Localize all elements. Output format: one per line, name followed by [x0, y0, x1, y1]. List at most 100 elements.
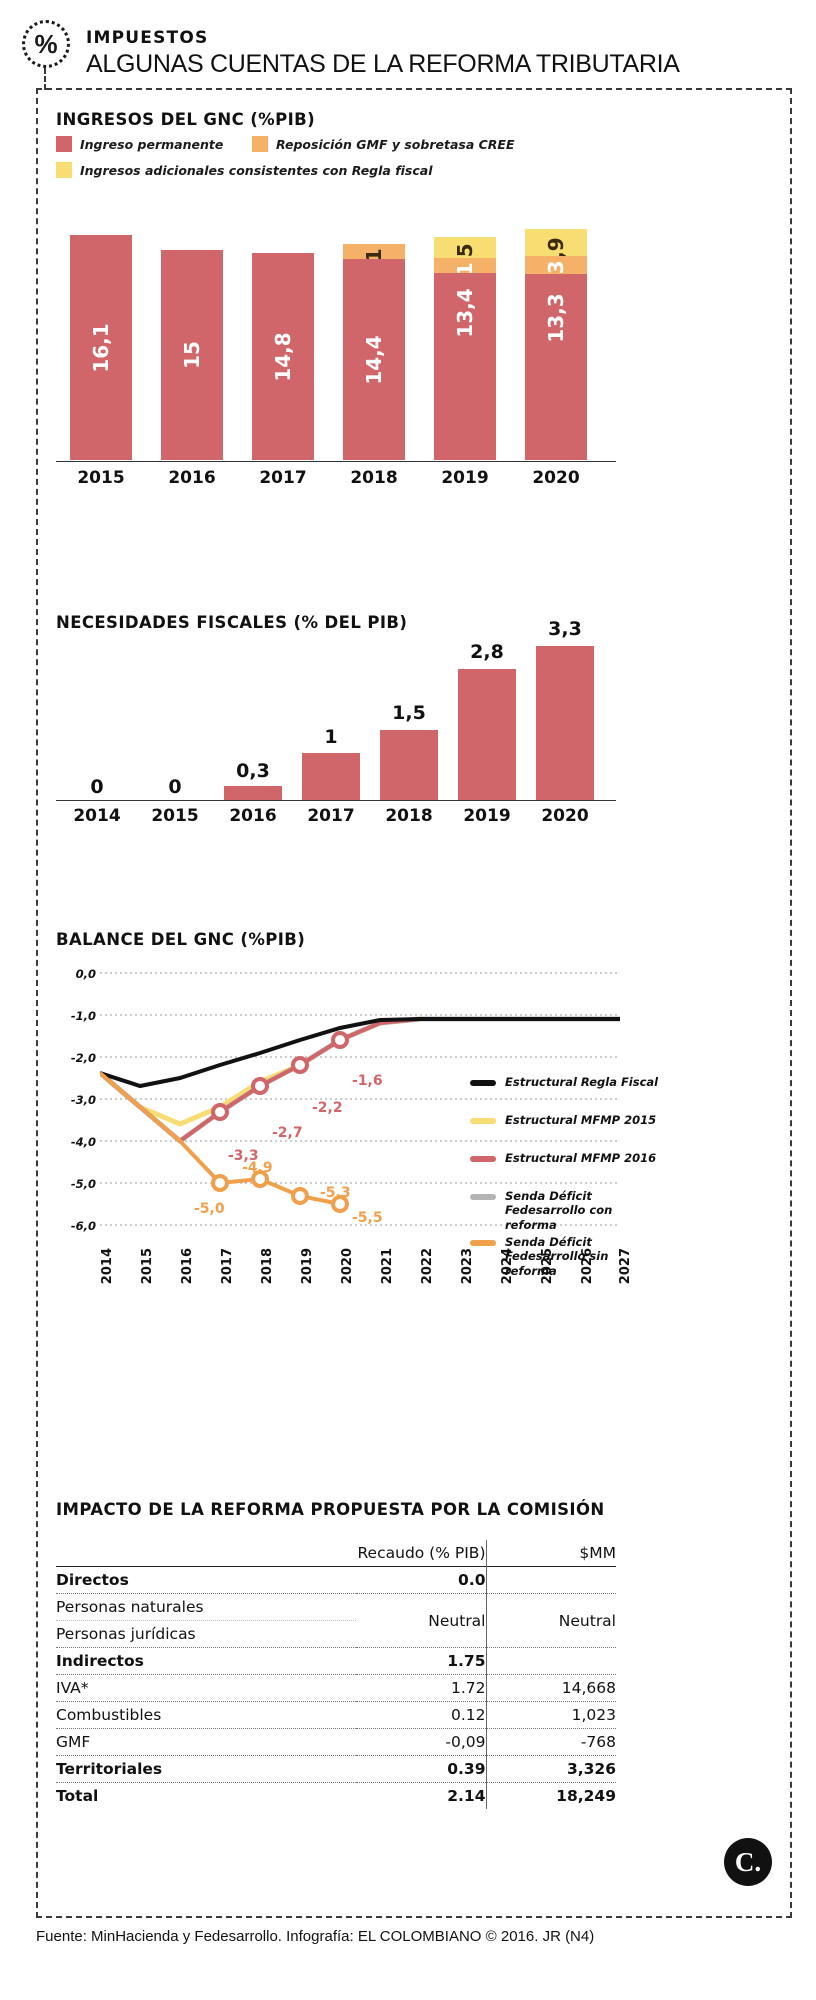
point-label-22: -2,2	[312, 1100, 343, 1116]
page-title: ALGUNAS CUENTAS DE LA REFORMA TRIBUTARIA	[86, 50, 680, 78]
x-label-2020: 2020	[532, 468, 580, 488]
table-title: IMPACTO DE LA REFORMA PROPUESTA POR LA C…	[56, 1500, 605, 1519]
series-line-regla-fiscal	[100, 1017, 620, 1089]
bar-rect	[380, 730, 438, 800]
line-chart-plot	[100, 972, 620, 1226]
x-label-2018: 2018	[350, 468, 398, 488]
bar-value-label: 3,3	[548, 618, 582, 640]
bar-value-label: 0	[90, 776, 104, 798]
bar-segment-permanente: 15	[161, 250, 223, 460]
bar-value-label: 0,3	[236, 760, 270, 782]
legend-label: Ingresos adicionales consistentes con Re…	[80, 162, 433, 178]
bar-value-label: 15	[180, 341, 204, 369]
table-row: GMF -0,09 -768	[56, 1728, 616, 1756]
cell-row-name: Combustibles	[56, 1701, 356, 1729]
bar-group-2020: 3,3	[536, 618, 594, 800]
table-row: Personas jurídicas	[56, 1620, 616, 1648]
cell-row-pib: 1.72	[356, 1674, 487, 1702]
x-label-2015: 2015	[151, 806, 199, 826]
header: % IMPUESTOS ALGUNAS CUENTAS DE LA REFORM…	[0, 0, 816, 88]
cell-row-mm: 18,249	[486, 1782, 616, 1809]
cell-row-mm: 14,668	[486, 1674, 616, 1702]
chart2-title: NECESIDADES FISCALES (% DEL PIB)	[56, 613, 408, 632]
x-label-2016: 2016	[229, 806, 277, 826]
bar-rect	[536, 646, 594, 800]
stacked-bar-chart: 16,1 15 14,8 1,1 14,4 1,5	[56, 210, 616, 460]
bar-group-2016: 0,3	[224, 760, 282, 800]
y-tick-5: -5,0	[70, 1177, 96, 1191]
x-label-2020: 2020	[340, 1248, 355, 1285]
legend-line-icon	[470, 1194, 496, 1200]
point-label-49: -4,9	[242, 1160, 273, 1176]
col-header-mm: $MM	[579, 1544, 616, 1562]
cell-row-mm	[486, 1647, 616, 1675]
cell-row-mm: Neutral	[486, 1593, 616, 1648]
bar-value-label: 2,8	[470, 641, 504, 663]
legend-label: Estructural MFMP 2016	[505, 1151, 657, 1165]
percent-icon: %	[22, 20, 70, 68]
series-line-mfmp2015	[100, 1016, 620, 1127]
point-label-50: -5,0	[194, 1201, 225, 1217]
point-label-53: -5,3	[320, 1185, 351, 1201]
x-label-2021: 2021	[380, 1248, 395, 1285]
legend-label: Senda Déficit Fedesarrollo con reforma	[505, 1189, 613, 1232]
table-row: Combustibles 0.12 1,023	[56, 1701, 616, 1729]
bar-segment-adicionales: 1,9	[525, 229, 587, 273]
cell-row-mm: 1,023	[486, 1701, 616, 1729]
x-label-2020: 2020	[541, 806, 589, 826]
cell-row-pib: 0.12	[356, 1701, 487, 1729]
bar-group-2017: 1	[302, 726, 360, 800]
legend-line-icon	[470, 1080, 496, 1086]
cell-row-name: Personas naturales	[56, 1593, 356, 1621]
table-header-row: Recaudo (% PIB) $MM	[56, 1540, 616, 1567]
cell-row-name: GMF	[56, 1728, 356, 1756]
chart1-x-labels: 2015 2016 2017 2018 2019 2020	[56, 468, 616, 498]
bar-value-label: 1	[324, 726, 338, 748]
legend-label: Ingreso permanente	[80, 136, 224, 152]
bar-segment-permanente: 14,8	[252, 253, 314, 460]
legend-line-icon	[470, 1118, 496, 1124]
legend-item-ingreso-permanente: Ingreso permanente	[56, 136, 223, 152]
cell-row-pib: Neutral	[356, 1593, 487, 1648]
y-tick-2: -2,0	[70, 1051, 96, 1065]
legend-swatch-icon	[252, 136, 268, 152]
bar-group-2018: 1,5	[380, 702, 438, 800]
bar-segment-reposicion: 1,3	[525, 256, 587, 296]
chart1-axis	[56, 461, 616, 462]
legend-item-mfmp-2016: Estructural MFMP 2016	[470, 1151, 656, 1165]
cell-row-name: Personas jurídicas	[56, 1620, 356, 1648]
bar-value-label: 14,8	[271, 331, 295, 382]
bar-group-2020: 1,9 1,3 13,3	[525, 229, 587, 460]
bar-group-2018: 1,1 14,4	[343, 244, 405, 460]
connector-line	[44, 68, 46, 90]
chart2-axis	[56, 800, 616, 801]
chart1-title: INGRESOS DEL GNC (%PIB)	[56, 110, 316, 129]
legend-label: Estructural MFMP 2015	[505, 1113, 657, 1127]
impact-table: Recaudo (% PIB) $MM Directos 0.0 Persona…	[56, 1540, 616, 1809]
percent-glyph: %	[34, 29, 58, 59]
legend-line-icon	[470, 1240, 496, 1246]
chart2-x-labels: 2014 2015 2016 2017 2018 2019 2020	[56, 806, 616, 836]
y-tick-6: -6,0	[70, 1219, 96, 1233]
x-label-2017: 2017	[220, 1248, 235, 1285]
x-label-2019: 2019	[463, 806, 511, 826]
bar-group-2015: 16,1	[70, 235, 132, 460]
point-label-33: -3,3	[228, 1148, 259, 1164]
bar-segment-adicionales: 1,5	[434, 237, 496, 279]
bar-rect	[224, 786, 282, 800]
bar-group-2019: 2,8	[458, 641, 516, 800]
impact-table-wrap: Recaudo (% PIB) $MM Directos 0.0 Persona…	[56, 1540, 616, 1809]
bar-value-label: 1,5	[392, 702, 426, 724]
col-header-blank	[56, 1540, 356, 1567]
legend-swatch-icon	[56, 162, 72, 178]
x-label-2017: 2017	[259, 468, 307, 488]
x-label-2016: 2016	[168, 468, 216, 488]
x-label-2016: 2016	[180, 1248, 195, 1285]
x-label-2019: 2019	[441, 468, 489, 488]
el-colombiano-logo: C.	[724, 1838, 772, 1886]
bar-segment-permanente: 16,1	[70, 235, 132, 460]
cell-row-name: IVA*	[56, 1674, 356, 1702]
table-body: Directos 0.0 Personas naturales Neutral …	[56, 1566, 616, 1809]
x-label-2018: 2018	[260, 1248, 275, 1285]
point-label-27: -2,7	[272, 1125, 303, 1141]
